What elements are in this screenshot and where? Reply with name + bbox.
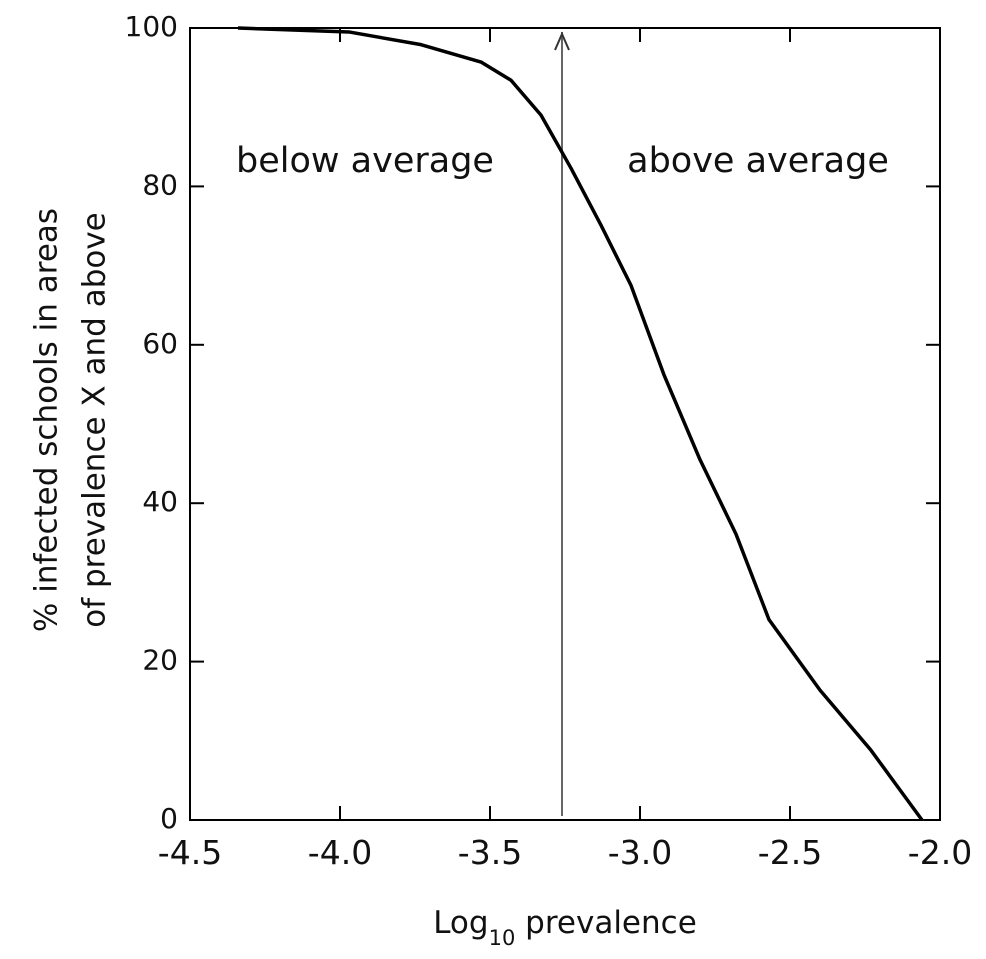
y-tick-label: 40 xyxy=(142,485,178,518)
x-tick-label: -2.5 xyxy=(758,833,822,872)
arrow-head xyxy=(554,31,570,51)
annotation: below average xyxy=(236,141,494,181)
x-label-subscript: 10 xyxy=(489,926,516,950)
x-tick-label: -4.0 xyxy=(308,833,372,872)
y-tick-label: 80 xyxy=(142,168,178,201)
x-axis-label: Log10 prevalence xyxy=(433,905,697,950)
x-tick-label: -2.0 xyxy=(908,833,972,872)
y-tick-label: 60 xyxy=(142,327,178,360)
y-tick-label: 100 xyxy=(125,10,178,43)
x-label-rest: prevalence xyxy=(515,905,696,941)
y-tick-label: 20 xyxy=(142,644,178,677)
x-label-base: Log xyxy=(433,905,488,941)
x-tick-label: -4.5 xyxy=(158,833,222,872)
y-label-line: % infected schools in areas xyxy=(29,208,65,632)
plot-frame xyxy=(189,27,941,821)
y-tick-label: 0 xyxy=(160,802,178,835)
curve xyxy=(237,26,924,822)
x-tick-label: -3.0 xyxy=(608,833,672,872)
y-label-line: of prevalence X and above xyxy=(77,212,113,628)
y-axis-label: % infected schools in areas of prevalenc… xyxy=(29,208,113,632)
x-tick-label: -3.5 xyxy=(458,833,522,872)
annotation: above average xyxy=(627,141,889,181)
